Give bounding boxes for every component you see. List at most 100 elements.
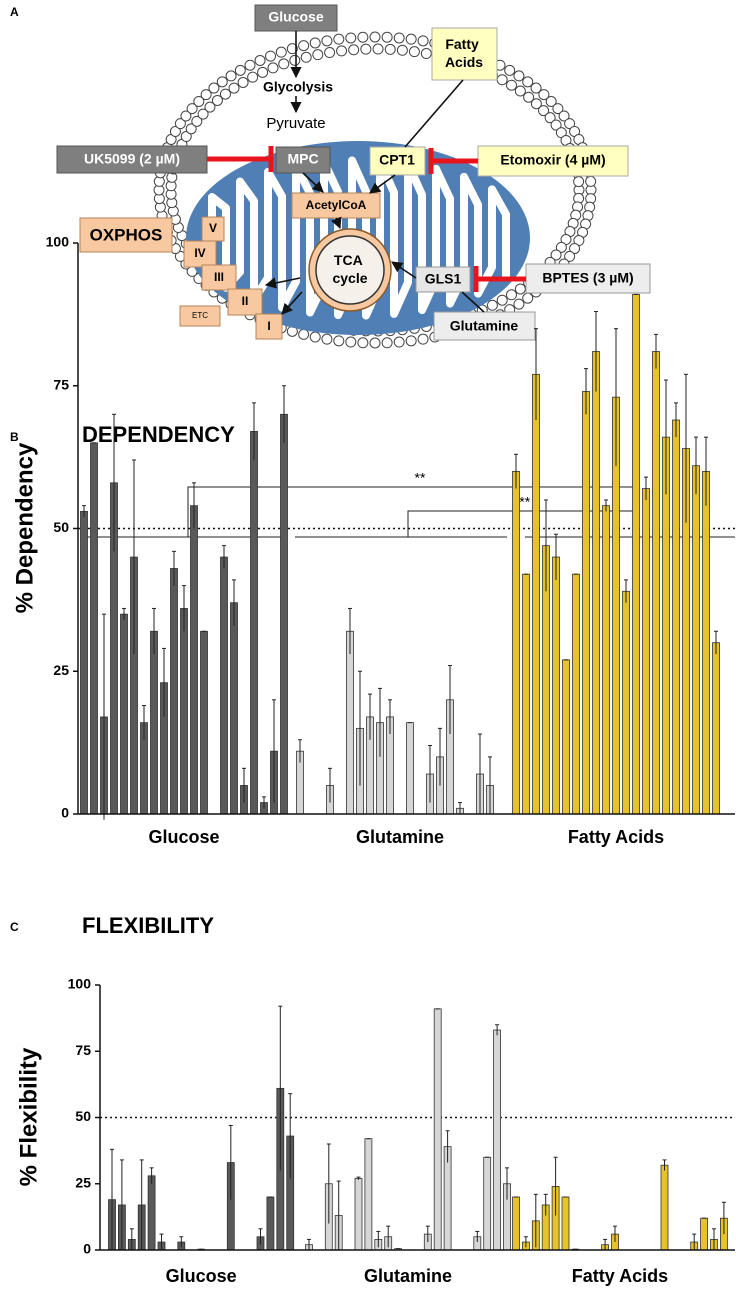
node-box <box>433 311 536 341</box>
bar <box>702 470 710 815</box>
membrane-bead <box>228 82 240 94</box>
membrane-bead <box>372 43 384 55</box>
node-line: Acids <box>445 54 483 70</box>
membrane-bead <box>545 95 557 107</box>
y-tick-label: 50 <box>53 519 69 535</box>
membrane-bead <box>555 241 567 253</box>
arrow <box>391 261 417 279</box>
membrane-bead <box>324 47 336 59</box>
membrane-bead <box>191 115 203 127</box>
node-label: UK5099 (2 µM) <box>84 151 180 167</box>
membrane-bead <box>558 110 570 122</box>
membrane-bead <box>381 337 393 349</box>
y-tick-label: 50 <box>75 1108 91 1124</box>
membrane-bead <box>275 46 287 58</box>
bar <box>406 722 414 815</box>
panel-label: B <box>10 430 19 444</box>
membrane-bead <box>186 103 198 115</box>
membrane-bead <box>309 37 321 49</box>
membrane-bead <box>200 89 212 101</box>
significance-label: ** <box>415 470 426 486</box>
y-axis-label: % Flexibility <box>15 1047 42 1186</box>
node-label: Glycolysis <box>263 79 333 95</box>
connector <box>461 291 485 313</box>
arrow <box>264 277 301 289</box>
membrane-bead <box>333 33 345 45</box>
membrane-bead <box>564 118 576 130</box>
y-tick-label: 100 <box>68 976 92 992</box>
membrane-bead <box>234 64 246 76</box>
membrane-bead <box>396 44 408 56</box>
x-group-label: Glucose <box>166 1266 237 1286</box>
bar <box>582 391 590 815</box>
bar <box>280 413 288 815</box>
bar <box>562 659 570 815</box>
bar <box>672 419 680 815</box>
bar <box>147 1175 156 1251</box>
membrane-bead <box>289 54 301 66</box>
bar <box>622 590 630 815</box>
membrane-bead <box>369 337 381 349</box>
membrane-bead <box>333 335 345 347</box>
node-label: AcetylCoA <box>306 198 367 212</box>
node-line: TCA <box>334 252 363 268</box>
node-label: CPT1 <box>379 152 415 168</box>
node-label: II <box>242 294 249 308</box>
membrane-bead <box>336 45 348 57</box>
inhibitors <box>207 146 526 292</box>
node-box <box>525 263 651 294</box>
node-label: V <box>209 221 217 235</box>
tca-circle <box>315 235 385 305</box>
bar <box>220 556 228 815</box>
bar <box>483 1156 492 1251</box>
node-box <box>291 192 381 219</box>
membrane-bead <box>569 243 581 255</box>
membrane-bead <box>522 292 534 304</box>
node-box <box>369 146 426 176</box>
membrane-bead <box>267 62 279 74</box>
membrane-bead <box>298 40 310 52</box>
membrane-bead <box>345 32 357 44</box>
membrane-bead <box>197 108 209 120</box>
diagram-nodes: Glucose Glycolysis Pyruvate UK5099 (2 µM… <box>56 4 651 341</box>
node-label: BPTES (3 µM) <box>542 270 633 286</box>
membrane-bead <box>486 299 498 311</box>
diagram-arrows <box>264 31 485 315</box>
membrane-bead <box>357 31 369 43</box>
arrow <box>331 216 342 230</box>
bar <box>433 1008 442 1251</box>
node-label: III <box>214 270 224 284</box>
membrane-bead <box>225 70 237 82</box>
membrane-bead <box>174 118 186 130</box>
membrane-bead <box>180 110 192 122</box>
bar <box>642 488 650 815</box>
bar <box>200 630 208 815</box>
membrane-bead <box>514 283 526 295</box>
membrane-bead <box>513 298 525 310</box>
panel-label: A <box>10 5 19 19</box>
node-label: Etomoxir (4 µM) <box>500 152 605 168</box>
bar <box>632 293 640 815</box>
membrane-bead <box>393 32 405 44</box>
bar <box>692 465 700 815</box>
membrane-bead <box>506 289 518 301</box>
node-box <box>79 217 173 253</box>
node-label: GLS1 <box>425 271 462 287</box>
membrane-bead <box>523 91 535 103</box>
membrane-bead <box>384 43 396 55</box>
membrane-bead <box>369 31 381 43</box>
bar <box>652 351 660 815</box>
membrane-bead <box>496 294 508 306</box>
node-label: Glutamine <box>450 318 519 334</box>
y-tick-label: 75 <box>75 1042 91 1058</box>
bracket <box>407 510 637 537</box>
membrane-bead <box>208 82 220 94</box>
chart-title: DEPENDENCY <box>82 422 235 447</box>
node-box <box>275 146 331 174</box>
bar <box>712 642 720 815</box>
membrane-bead <box>254 54 266 66</box>
node-box <box>254 4 338 32</box>
node-label: OXPHOS <box>90 225 163 244</box>
node-box <box>183 240 217 268</box>
